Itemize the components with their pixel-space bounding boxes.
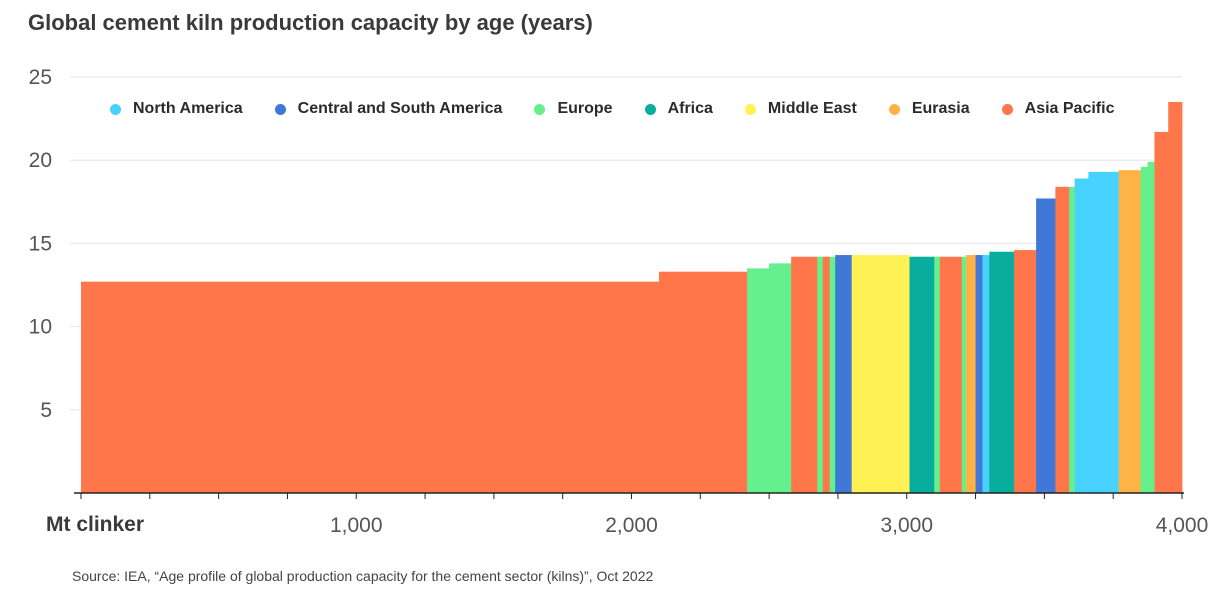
x-tick-label: 1,000	[330, 514, 383, 537]
x-tick-label: 4,000	[1156, 514, 1209, 537]
legend-swatch	[888, 103, 900, 115]
legend-swatch	[110, 103, 121, 115]
legend-item: Europe	[534, 100, 613, 118]
x-tick-label: 3,000	[880, 514, 933, 537]
source-note: Source: IEA, “Age profile of global prod…	[72, 568, 654, 584]
bar	[982, 255, 990, 493]
x-axis-label: Mt clinker	[46, 513, 145, 536]
bar	[817, 256, 824, 493]
legend-label: Central and South America	[297, 100, 503, 117]
legend-swatch	[534, 103, 546, 115]
bar	[1036, 198, 1056, 494]
legend-label: Europe	[557, 100, 613, 117]
legend-label: Middle East	[767, 100, 857, 117]
bar	[1014, 250, 1037, 493]
x-tick-label: 2,000	[605, 514, 658, 537]
bar	[769, 263, 792, 493]
legend-item: Africa	[644, 100, 713, 118]
legend-label: Africa	[667, 100, 713, 117]
bar	[989, 251, 1015, 493]
bar	[939, 256, 963, 493]
bar	[829, 256, 836, 493]
chart-legend: North America Central and South America Eu…	[110, 100, 1146, 118]
bar	[835, 255, 853, 493]
bar	[965, 255, 976, 493]
legend-swatch	[1001, 103, 1013, 115]
bar	[961, 256, 967, 493]
bar	[1118, 170, 1142, 493]
chart-title: Global cement kiln production capacity b…	[28, 10, 593, 35]
bar	[1147, 161, 1155, 493]
legend-item: Middle East	[744, 100, 857, 118]
bar	[822, 256, 831, 493]
bar	[1140, 166, 1148, 493]
bar	[1168, 101, 1183, 494]
legend-item: Central and South America	[274, 100, 503, 118]
bar	[747, 268, 770, 493]
y-tick-label: 15	[29, 232, 52, 255]
legend-swatch	[274, 103, 286, 115]
legend-label: Asia Pacific	[1024, 100, 1115, 117]
bar	[659, 271, 748, 493]
bar	[909, 256, 935, 493]
bar	[1088, 171, 1120, 493]
bar	[851, 255, 910, 493]
bar	[1069, 186, 1076, 493]
legend-item: Asia Pacific	[1001, 100, 1115, 118]
y-tick-label: 25	[29, 66, 52, 89]
legend-swatch	[744, 103, 756, 115]
legend-item: Eurasia	[888, 100, 970, 118]
bar	[934, 256, 941, 493]
bar	[1055, 186, 1070, 493]
y-tick-label: 20	[29, 149, 52, 172]
bar	[81, 281, 660, 493]
bar	[1074, 178, 1089, 493]
y-tick-label: 5	[40, 399, 52, 422]
legend-swatch	[644, 103, 656, 115]
legend-item: North America	[110, 100, 243, 118]
bar	[791, 256, 818, 493]
legend-label: North America	[133, 100, 243, 117]
legend-label: Eurasia	[911, 100, 970, 117]
bar	[975, 255, 983, 493]
y-tick-label: 10	[29, 316, 52, 339]
bar	[1154, 131, 1169, 494]
